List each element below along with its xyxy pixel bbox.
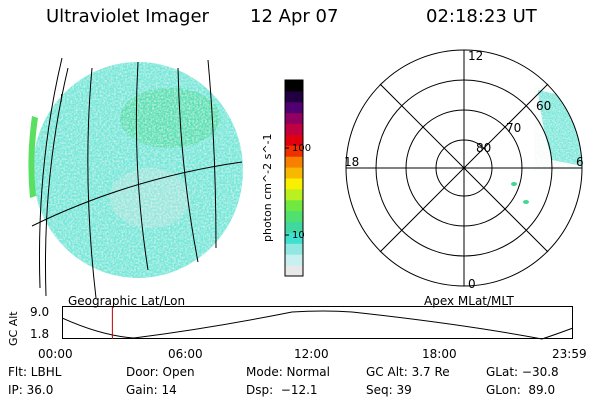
geographic-image-panel[interactable]: | [20, 48, 252, 298]
timeline-xtick: 12:00 [294, 347, 329, 361]
polar-caption: Apex MLat/MLT [424, 294, 514, 308]
colorbar-tick-label: 100 [292, 143, 311, 154]
grid-spoke [379, 83, 549, 253]
geographic-caption: Geographic Lat/Lon [68, 294, 186, 308]
colorbar-segment [285, 145, 303, 157]
limb-emission-sliver [28, 116, 38, 198]
colorbar-segment [285, 123, 303, 135]
meridian-line [207, 59, 217, 249]
status-mode: Mode: Normal [246, 365, 330, 379]
mlt-label-6: 6 [576, 155, 584, 169]
timeline-ylabel: GC Alt [7, 311, 20, 346]
noise-speckle [33, 62, 243, 278]
altitude-curve [62, 310, 574, 340]
colorbar-segment [285, 101, 303, 114]
status-ip: IP: 36.0 [8, 383, 54, 397]
colorbar-segment [285, 90, 303, 103]
mlt-label-0: 0 [468, 277, 476, 291]
timeline-xtick: 06:00 [168, 347, 203, 361]
meridian-line [177, 67, 199, 263]
date-label: 12 Apr 07 [250, 6, 339, 27]
colorbar-segment [285, 112, 303, 125]
mlt-label-12: 12 [468, 49, 483, 63]
status-dsp: Dsp: −12.1 [246, 383, 318, 397]
meridian-line [87, 67, 97, 298]
timeline-xtick: 23:59 [552, 347, 587, 361]
meridian-line [44, 67, 69, 297]
status-door: Door: Open [126, 365, 195, 379]
colorbar-segment [285, 199, 303, 212]
colorbar-segment [285, 80, 303, 92]
colorbar-unit-label: photon cm^-2 s^-1 [261, 133, 274, 242]
lat-lon-grid [31, 57, 243, 298]
colorbar-segment [285, 243, 303, 255]
colorbar-segment [285, 156, 303, 168]
polar-grid [345, 49, 583, 287]
colorbar-segment [285, 167, 303, 179]
colorbar-segment [285, 221, 303, 233]
colorbar-outline [284, 79, 304, 277]
latitude-line [31, 161, 243, 227]
time-label: 02:18:23 UT [426, 6, 537, 27]
emission-dot [523, 200, 529, 204]
timeline-ytick-min: 1.8 [30, 327, 50, 341]
grid-tick-mark: | [60, 93, 63, 102]
meridian-line [38, 57, 63, 289]
timeline-ytick-max: 9.0 [30, 305, 50, 319]
colorbar-segment [285, 210, 303, 223]
colorbar-segment [285, 265, 303, 277]
colorbar-segment [285, 188, 303, 201]
colorbar-segment [285, 134, 303, 146]
meridian-line [135, 61, 149, 271]
status-glon: GLon: 89.0 [486, 383, 556, 397]
status-seq: Seq: 39 [366, 383, 412, 397]
emission-dot [511, 182, 517, 186]
mlat-label-80: 80 [476, 141, 491, 155]
timeline-xtick: 00:00 [38, 347, 73, 361]
colorbar-segment [285, 178, 303, 190]
mlat-label-70: 70 [506, 121, 521, 135]
polar-mlat-mlt-panel[interactable]: 12 18 6 0 80 70 60 [338, 48, 590, 296]
timeline-xtick: 18:00 [422, 347, 457, 361]
colorbar-segment [285, 232, 303, 244]
colorbar-tick-label: 10 [292, 230, 305, 241]
altitude-timeline-plot[interactable] [62, 306, 574, 340]
status-filter: Flt: LBHL [8, 365, 62, 379]
mlat-label-60: 60 [536, 99, 551, 113]
mlt-label-18: 18 [344, 155, 359, 169]
status-gc-alt: GC Alt: 3.7 Re [366, 365, 450, 379]
status-glat: GLat: −30.8 [486, 365, 559, 379]
app-title: Ultraviolet Imager [46, 6, 209, 27]
colorbar-gradient [284, 79, 304, 277]
status-gain: Gain: 14 [126, 383, 177, 397]
colorbar: 100 10 [284, 79, 311, 277]
plot-frame [62, 306, 573, 339]
colorbar-segment [285, 254, 303, 266]
